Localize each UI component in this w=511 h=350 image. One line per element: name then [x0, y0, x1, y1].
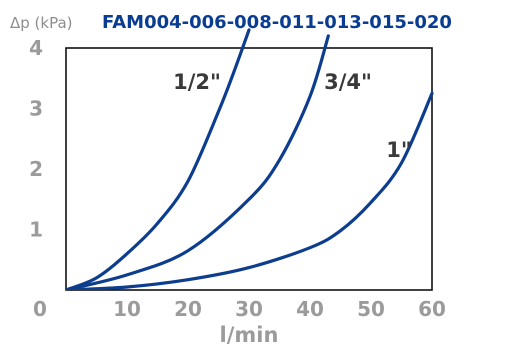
- series-line-1: [66, 28, 251, 290]
- series-label-1: 1/2": [173, 70, 221, 94]
- x-axis-ticks: 0 10 20 30 40 50 60: [33, 297, 446, 321]
- y-axis-ticks: 1 2 3 4: [29, 36, 43, 242]
- x-tick-label: 40: [296, 297, 324, 321]
- x-tick-label: 0: [33, 297, 47, 321]
- series-label-3: 1": [386, 138, 412, 162]
- y-tick-label: 2: [29, 157, 43, 181]
- x-tick-label: 60: [418, 297, 446, 321]
- x-tick-label: 30: [235, 297, 263, 321]
- y-tick-label: 3: [29, 97, 43, 121]
- chart-title: FAM004-006-008-011-013-015-020: [102, 12, 452, 33]
- x-tick-label: 50: [357, 297, 385, 321]
- x-tick-label: 20: [174, 297, 202, 321]
- series-line-2: [66, 34, 330, 290]
- series-line-3: [66, 91, 434, 290]
- x-tick-label: 10: [113, 297, 141, 321]
- y-tick-label: 4: [29, 36, 43, 60]
- y-axis-unit-label: Δp (kPa): [10, 14, 73, 32]
- y-tick-label: 1: [29, 218, 43, 242]
- x-axis-label: l/min: [220, 323, 279, 347]
- series-lines: [66, 28, 434, 290]
- series-label-2: 3/4": [324, 70, 372, 94]
- plot-frame: [65, 47, 433, 291]
- series-labels: 1/2" 3/4" 1": [173, 70, 412, 162]
